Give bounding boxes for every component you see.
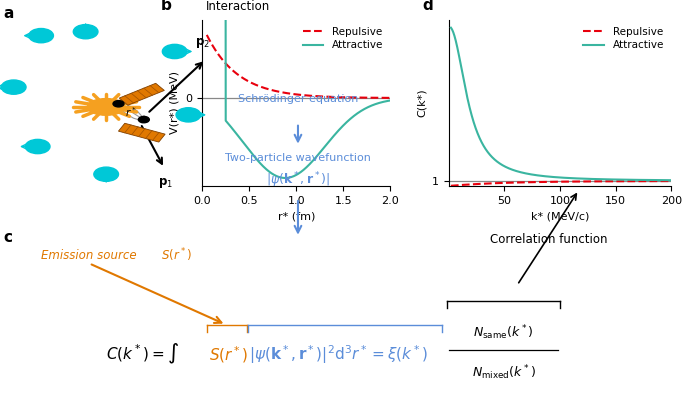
Attractive <box>277 175 285 180</box>
Polygon shape <box>119 123 165 142</box>
Text: $C(k^*) = \int$: $C(k^*) = \int$ <box>106 343 179 366</box>
Repulsive <box>203 32 211 37</box>
Attractive <box>329 134 337 139</box>
Circle shape <box>113 101 124 107</box>
Repulsive <box>667 179 675 183</box>
Text: c: c <box>3 230 12 245</box>
Ellipse shape <box>88 99 125 115</box>
Circle shape <box>176 108 201 122</box>
Attractive <box>281 175 289 180</box>
Repulsive <box>598 179 606 184</box>
Text: Two-particle wavefunction: Two-particle wavefunction <box>225 153 371 164</box>
Repulsive <box>469 182 477 187</box>
Attractive <box>598 177 606 182</box>
Text: $N_\mathrm{mixed}(k^*)$: $N_\mathrm{mixed}(k^*)$ <box>471 363 536 382</box>
Circle shape <box>138 116 149 123</box>
Repulsive <box>329 95 337 99</box>
Repulsive <box>349 95 358 100</box>
Line: Repulsive: Repulsive <box>207 35 390 98</box>
Attractive <box>623 177 631 182</box>
Legend: Repulsive, Attractive: Repulsive, Attractive <box>582 25 666 52</box>
Circle shape <box>29 29 53 43</box>
Attractive <box>544 174 552 179</box>
Circle shape <box>162 44 187 59</box>
Attractive <box>447 25 455 30</box>
Attractive <box>536 173 544 178</box>
X-axis label: k* (MeV/c): k* (MeV/c) <box>531 211 589 221</box>
Line: Attractive: Attractive <box>451 28 671 180</box>
Repulsive <box>284 91 292 96</box>
Text: b: b <box>160 0 171 13</box>
Attractive <box>386 98 395 103</box>
Repulsive <box>619 179 627 184</box>
Attractive <box>619 177 627 182</box>
Line: Attractive: Attractive <box>207 0 390 178</box>
Text: $\mathbf{p}_2$: $\mathbf{p}_2$ <box>195 36 210 50</box>
Line: Repulsive: Repulsive <box>451 181 671 186</box>
Text: d: d <box>422 0 433 13</box>
Attractive <box>667 178 675 183</box>
Repulsive <box>386 95 395 100</box>
Text: $S(r^*)$: $S(r^*)$ <box>161 247 192 264</box>
Text: $|\psi(\mathbf{k}^*, \mathbf{r}^*)|^2 \mathrm{d}^3r^* = \xi(k^*)$: $|\psi(\mathbf{k}^*, \mathbf{r}^*)|^2 \m… <box>249 343 428 366</box>
X-axis label: r* (fm): r* (fm) <box>277 211 315 221</box>
Repulsive <box>346 95 354 100</box>
Text: Interaction: Interaction <box>206 0 270 13</box>
Legend: Repulsive, Attractive: Repulsive, Attractive <box>301 25 385 52</box>
Attractive <box>469 119 477 124</box>
Text: Schrödinger equation: Schrödinger equation <box>238 94 358 104</box>
Circle shape <box>73 25 98 39</box>
Text: a: a <box>3 6 14 21</box>
Repulsive <box>447 183 455 188</box>
Circle shape <box>1 80 26 94</box>
Repulsive <box>277 90 285 95</box>
Text: $S(r^*)$: $S(r^*)$ <box>209 344 248 365</box>
Text: $N_\mathrm{same}(k^*)$: $N_\mathrm{same}(k^*)$ <box>473 323 534 342</box>
Polygon shape <box>119 83 164 105</box>
Attractive <box>346 116 354 121</box>
Text: Correlation function: Correlation function <box>490 233 608 246</box>
Text: $\mathbf{p}_1$: $\mathbf{p}_1$ <box>158 176 173 190</box>
Y-axis label: C(k*): C(k*) <box>416 89 426 117</box>
Repulsive <box>623 179 631 184</box>
Repulsive <box>221 61 229 66</box>
Circle shape <box>94 167 119 181</box>
Attractive <box>284 175 292 180</box>
Text: Emission source: Emission source <box>41 249 140 262</box>
Attractive <box>349 114 358 119</box>
Repulsive <box>544 179 552 184</box>
Circle shape <box>25 139 50 154</box>
Text: $r^*$: $r^*$ <box>125 105 137 118</box>
Repulsive <box>536 180 544 185</box>
Text: $|\psi(\mathbf{k}^*, \mathbf{r}^*)|$: $|\psi(\mathbf{k}^*, \mathbf{r}^*)|$ <box>266 170 330 190</box>
Y-axis label: V(r*) (MeV): V(r*) (MeV) <box>170 71 179 135</box>
